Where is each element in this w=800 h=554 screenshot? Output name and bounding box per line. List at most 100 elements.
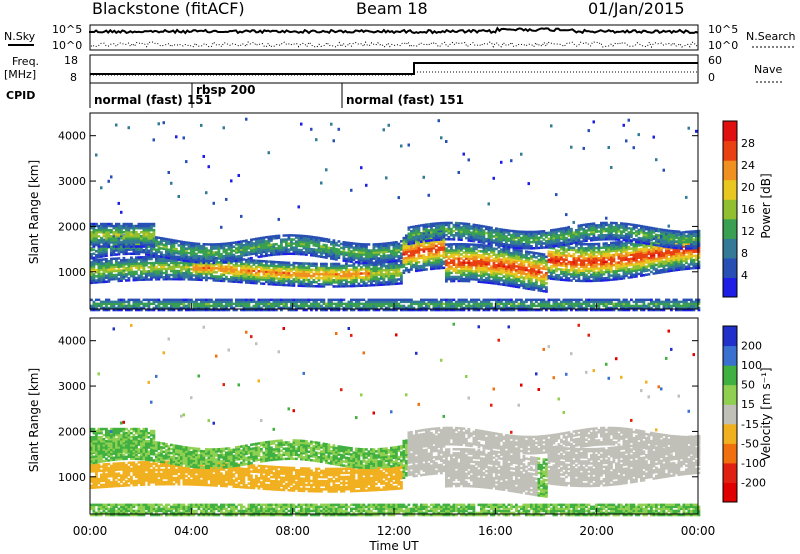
data-cell [210, 243, 213, 246]
data-cell [350, 258, 353, 261]
data-cell [522, 230, 526, 234]
data-cell [402, 261, 406, 264]
data-cell [462, 230, 466, 233]
data-cell [365, 304, 368, 308]
data-cell [530, 232, 533, 236]
data-cell [472, 223, 476, 227]
data-cell [505, 245, 508, 248]
data-cell [377, 249, 381, 252]
data-cell [127, 245, 131, 248]
data-cell [320, 264, 323, 268]
data-cell [120, 300, 123, 304]
data-cell [292, 248, 296, 251]
data-cell [225, 252, 228, 256]
data-cell [515, 244, 518, 247]
data-cell [507, 306, 511, 310]
data-cell [537, 232, 541, 235]
data-cell [165, 254, 168, 257]
data-cell [410, 238, 413, 241]
data-cell [105, 224, 108, 228]
data-cell [192, 242, 196, 245]
data-cell [117, 306, 121, 310]
data-cell [185, 247, 188, 250]
data-cell [182, 257, 186, 260]
data-cell [407, 250, 411, 253]
data-cell [262, 236, 266, 239]
data-cell [512, 308, 516, 312]
data-cell [132, 237, 136, 240]
data-cell [207, 165, 210, 169]
data-cell [162, 267, 166, 271]
data-cell [362, 280, 366, 283]
data-cell [192, 300, 196, 304]
data-cell [490, 275, 493, 279]
data-cell [530, 245, 533, 248]
data-cell [245, 271, 248, 274]
data-cell [137, 276, 141, 280]
data-cell [232, 268, 236, 271]
data-cell [112, 306, 116, 310]
data-cell [245, 306, 248, 310]
data-cell [92, 228, 96, 232]
data-cell [472, 235, 476, 239]
data-cell [350, 278, 353, 282]
data-cell [320, 255, 323, 258]
data-cell [215, 260, 218, 264]
data-cell [145, 308, 148, 312]
data-cell [420, 256, 423, 260]
data-cell [425, 260, 428, 263]
data-cell [142, 226, 146, 230]
data-cell [385, 273, 388, 276]
data-cell [105, 266, 108, 269]
data-cell [252, 242, 256, 245]
data-cell [295, 266, 298, 269]
data-cell [130, 264, 133, 268]
data-cell [197, 274, 201, 277]
data-cell [397, 248, 401, 252]
data-cell [247, 263, 251, 266]
data-cell [542, 257, 546, 260]
data-cell [392, 257, 396, 261]
data-cell [357, 302, 361, 306]
data-cell [302, 284, 306, 288]
data-cell [252, 300, 256, 304]
data-cell [200, 304, 203, 308]
data-cell [150, 278, 153, 281]
data-cell [497, 266, 501, 269]
data-cell [212, 308, 216, 312]
data-cell [440, 302, 443, 306]
data-cell [285, 234, 288, 237]
data-cell [492, 280, 496, 283]
data-cell [327, 246, 331, 250]
data-cell [522, 236, 526, 240]
data-cell [92, 222, 96, 226]
data-cell [527, 265, 531, 268]
data-cell [330, 243, 333, 246]
data-cell [512, 274, 516, 278]
data-cell [290, 240, 293, 243]
data-cell [302, 302, 306, 306]
data-cell [252, 250, 256, 253]
data-cell [155, 265, 158, 269]
data-cell [447, 302, 451, 306]
data-cell [130, 243, 133, 246]
data-cell [502, 250, 506, 254]
data-cell [277, 267, 281, 270]
data-cell [300, 252, 303, 256]
data-cell [397, 306, 401, 310]
data-cell [457, 245, 461, 248]
data-cell [250, 306, 253, 310]
data-cell [310, 304, 313, 308]
data-cell [107, 300, 111, 304]
data-cell [120, 244, 123, 248]
data-cell [460, 238, 463, 241]
data-cell [530, 298, 533, 302]
data-cell [320, 306, 323, 310]
data-cell [210, 268, 213, 272]
data-cell [502, 283, 506, 286]
data-cell [285, 298, 288, 302]
data-cell [460, 302, 463, 306]
data-cell [170, 257, 173, 260]
data-cell [512, 268, 516, 272]
data-cell [387, 242, 391, 245]
